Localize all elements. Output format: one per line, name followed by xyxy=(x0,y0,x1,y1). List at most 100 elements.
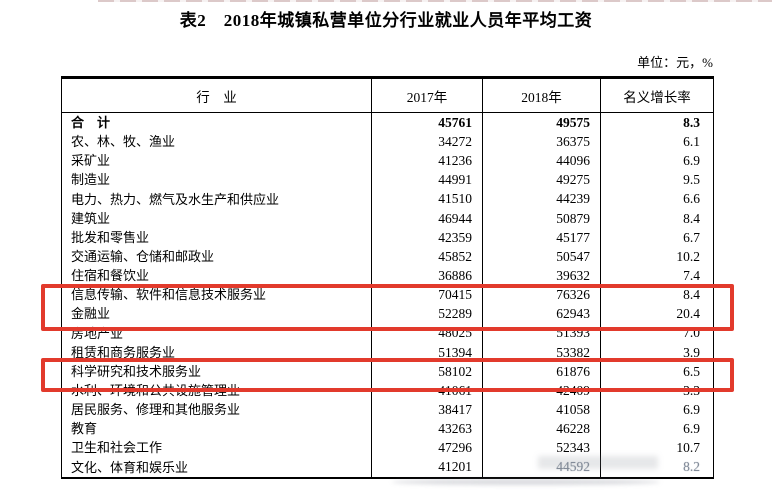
value-2018-cell: 44239 xyxy=(482,189,601,209)
value-2017-cell: 41201 xyxy=(371,457,483,478)
industry-cell: 批发和零售业 xyxy=(61,227,372,247)
table-row: 批发和零售业 42359 45177 6.7 xyxy=(61,227,714,247)
industry-cell: 电力、热力、燃气及水生产和供应业 xyxy=(61,189,372,209)
growth-rate-cell: 6.1 xyxy=(600,132,714,152)
industry-cell: 交通运输、仓储和邮政业 xyxy=(61,246,372,267)
value-2017-cell: 48025 xyxy=(371,323,483,343)
industry-cell: 卫生和社会工作 xyxy=(61,438,372,458)
table-row: 金融业 52289 62943 20.4 xyxy=(61,304,714,324)
value-2018-cell: 44096 xyxy=(482,151,601,171)
value-2018-cell: 53382 xyxy=(482,342,601,362)
table-row: 住宿和餐饮业 36886 39632 7.4 xyxy=(61,266,714,286)
industry-cell: 教育 xyxy=(61,419,372,439)
value-2017-cell: 46944 xyxy=(371,208,483,228)
table-row: 合 计 45761 49575 8.3 xyxy=(61,112,714,133)
growth-rate-cell: 7.0 xyxy=(600,323,714,343)
value-2018-cell: 62943 xyxy=(482,304,601,324)
table-row: 卫生和社会工作 47296 52343 10.7 xyxy=(61,438,714,458)
industry-cell: 居民服务、修理和其他服务业 xyxy=(61,400,372,420)
industry-cell: 制造业 xyxy=(61,170,372,190)
industry-cell: 租赁和商务服务业 xyxy=(61,342,372,362)
table-row: 水利、环境和公共设施管理业 41061 42409 3.3 xyxy=(61,380,714,401)
value-2017-cell: 43263 xyxy=(371,419,483,439)
value-2018-cell: 61876 xyxy=(482,361,601,381)
growth-rate-cell: 6.9 xyxy=(600,419,714,439)
growth-rate-cell: 3.9 xyxy=(600,342,714,362)
col-header-industry: 行 业 xyxy=(61,77,372,113)
value-2018-cell: 39632 xyxy=(482,266,601,286)
value-2017-cell: 51394 xyxy=(371,342,483,362)
industry-cell: 文化、体育和娱乐业 xyxy=(61,457,372,478)
value-2018-cell: 44592 xyxy=(482,457,601,478)
value-2017-cell: 36886 xyxy=(371,266,483,286)
value-2018-cell: 52343 xyxy=(482,438,601,458)
value-2018-cell: 76326 xyxy=(482,285,601,305)
table-row: 农、林、牧、渔业 34272 36375 6.1 xyxy=(61,132,714,152)
growth-rate-cell: 8.2 xyxy=(600,457,714,478)
col-header-growth: 名义增长率 xyxy=(600,77,714,113)
industry-cell: 合 计 xyxy=(61,112,372,133)
table-row: 交通运输、仓储和邮政业 45852 50547 10.2 xyxy=(61,246,714,267)
value-2017-cell: 41236 xyxy=(371,151,483,171)
growth-rate-cell: 7.4 xyxy=(600,266,714,286)
growth-rate-cell: 8.4 xyxy=(600,208,714,228)
growth-rate-cell: 3.3 xyxy=(600,380,714,401)
industry-cell: 住宿和餐饮业 xyxy=(61,266,372,286)
value-2018-cell: 49275 xyxy=(482,170,601,190)
table-row: 教育 43263 46228 6.9 xyxy=(61,419,714,439)
value-2017-cell: 58102 xyxy=(371,361,483,381)
table-header-row: 行 业 2017年 2018年 名义增长率 xyxy=(61,77,714,113)
value-2017-cell: 47296 xyxy=(371,438,483,458)
value-2018-cell: 51393 xyxy=(482,323,601,343)
value-2017-cell: 41061 xyxy=(371,380,483,401)
value-2017-cell: 52289 xyxy=(371,304,483,324)
growth-rate-cell: 6.7 xyxy=(600,227,714,247)
table-row: 科学研究和技术服务业 58102 61876 6.5 xyxy=(61,361,714,381)
growth-rate-cell: 9.5 xyxy=(600,170,714,190)
industry-cell: 采矿业 xyxy=(61,151,372,171)
growth-rate-cell: 10.7 xyxy=(600,438,714,458)
value-2017-cell: 70415 xyxy=(371,285,483,305)
table-row: 租赁和商务服务业 51394 53382 3.9 xyxy=(61,342,714,362)
table-row: 文化、体育和娱乐业 41201 44592 8.2 xyxy=(61,457,714,478)
growth-rate-cell: 8.4 xyxy=(600,285,714,305)
growth-rate-cell: 6.9 xyxy=(600,400,714,420)
industry-cell: 金融业 xyxy=(61,304,372,324)
value-2018-cell: 50879 xyxy=(482,208,601,228)
industry-cell: 建筑业 xyxy=(61,208,372,228)
table-row: 居民服务、修理和其他服务业 38417 41058 6.9 xyxy=(61,400,714,420)
value-2017-cell: 41510 xyxy=(371,189,483,209)
value-2017-cell: 44991 xyxy=(371,170,483,190)
industry-cell: 信息传输、软件和信息技术服务业 xyxy=(61,285,372,305)
watermark-smudge xyxy=(392,479,660,485)
table-row: 建筑业 46944 50879 8.4 xyxy=(61,208,714,228)
growth-rate-cell: 6.9 xyxy=(600,151,714,171)
growth-rate-cell: 6.6 xyxy=(600,189,714,209)
value-2017-cell: 45761 xyxy=(371,112,483,133)
value-2018-cell: 41058 xyxy=(482,400,601,420)
industry-cell: 水利、环境和公共设施管理业 xyxy=(61,380,372,401)
value-2018-cell: 36375 xyxy=(482,132,601,152)
col-header-2018: 2018年 xyxy=(482,77,601,113)
value-2018-cell: 42409 xyxy=(482,380,601,401)
table-row: 电力、热力、燃气及水生产和供应业 41510 44239 6.6 xyxy=(61,189,714,209)
industry-cell: 农、林、牧、渔业 xyxy=(61,132,372,152)
value-2017-cell: 42359 xyxy=(371,227,483,247)
value-2018-cell: 49575 xyxy=(482,112,601,133)
growth-rate-cell: 6.5 xyxy=(600,361,714,381)
table-row: 采矿业 41236 44096 6.9 xyxy=(61,151,714,171)
unit-label: 单位：元，% xyxy=(637,55,713,70)
col-header-2017: 2017年 xyxy=(371,77,483,113)
value-2017-cell: 38417 xyxy=(371,400,483,420)
page-title: 表2 2018年城镇私营单位分行业就业人员年平均工资 xyxy=(179,11,593,30)
value-2018-cell: 46228 xyxy=(482,419,601,439)
top-edge-divider xyxy=(98,0,772,2)
value-2018-cell: 50547 xyxy=(482,246,601,267)
wage-table: 行 业 2017年 2018年 名义增长率 合 计 45761 49575 8.3 农、… xyxy=(61,76,714,479)
growth-rate-cell: 8.3 xyxy=(600,112,714,133)
growth-rate-cell: 20.4 xyxy=(600,304,714,324)
value-2018-cell: 45177 xyxy=(482,227,601,247)
table-row: 制造业 44991 49275 9.5 xyxy=(61,170,714,190)
industry-cell: 房地产业 xyxy=(61,323,372,343)
